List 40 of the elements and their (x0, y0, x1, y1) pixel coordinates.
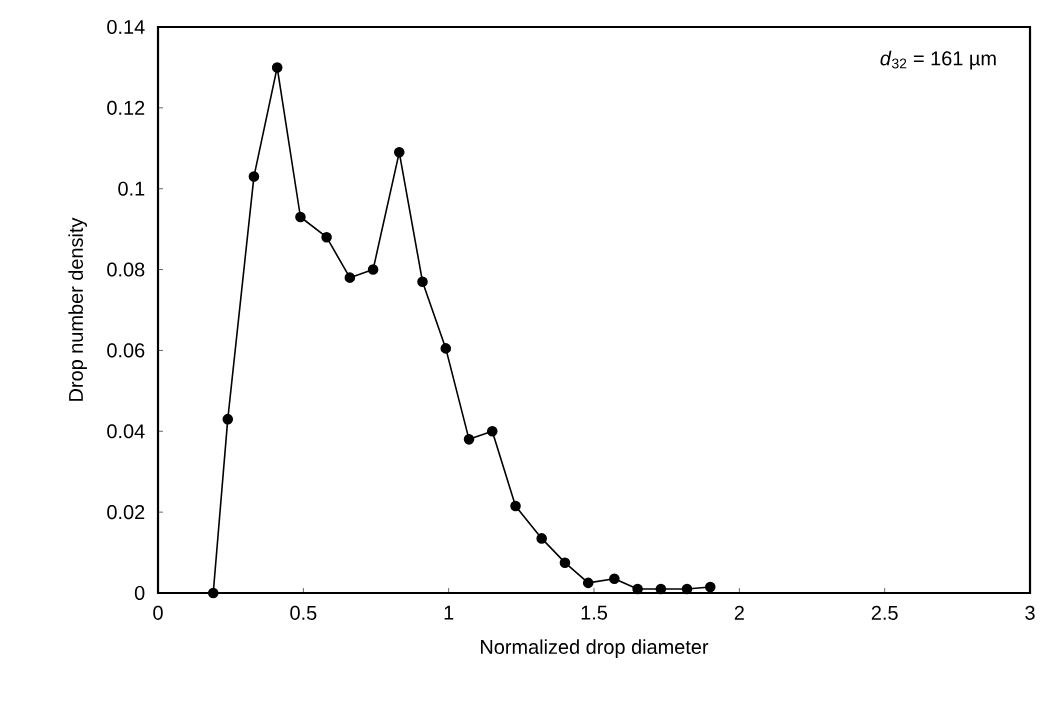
x-axis-title: Normalized drop diameter (481, 639, 709, 658)
point (344, 272, 356, 283)
x-tick-label: 2 (734, 605, 744, 620)
y-tick-label: 0.04 (107, 424, 145, 439)
point (582, 577, 594, 589)
x-tick-label: 0.5 (290, 605, 317, 620)
point (222, 413, 234, 425)
y-tick-label: 0.08 (107, 262, 145, 277)
point (536, 533, 547, 544)
y-tick-label: 0.12 (107, 100, 145, 115)
point (321, 231, 332, 243)
point (486, 425, 498, 437)
point (463, 434, 475, 445)
y-axis-title: Drop number density (68, 217, 87, 401)
y-tick-label: 0.14 (107, 19, 145, 35)
point (559, 557, 571, 568)
point (681, 583, 693, 595)
point (655, 583, 667, 595)
x-tick-label: 3 (1025, 605, 1035, 620)
point (440, 343, 452, 354)
annotation: d$_{32}$ = 161 µm (880, 50, 996, 70)
x-tick-label: 2.5 (871, 605, 898, 620)
point (248, 171, 260, 182)
point (393, 147, 405, 158)
point (295, 211, 306, 223)
x-tick-label: 1 (444, 605, 454, 620)
y-tick-label: 0.02 (107, 505, 145, 520)
point (271, 62, 283, 73)
point (609, 573, 620, 585)
point (632, 583, 643, 595)
y-tick-label: 0 (134, 585, 145, 601)
point (417, 276, 428, 287)
x-tick-label: 1.5 (581, 605, 608, 620)
point (510, 500, 521, 512)
y-tick-label: 0.06 (107, 343, 145, 358)
x-tick-label: 0 (153, 605, 163, 620)
point (704, 581, 716, 593)
point (367, 264, 379, 275)
y-tick-label: 0.1 (118, 181, 145, 196)
point (207, 587, 219, 599)
